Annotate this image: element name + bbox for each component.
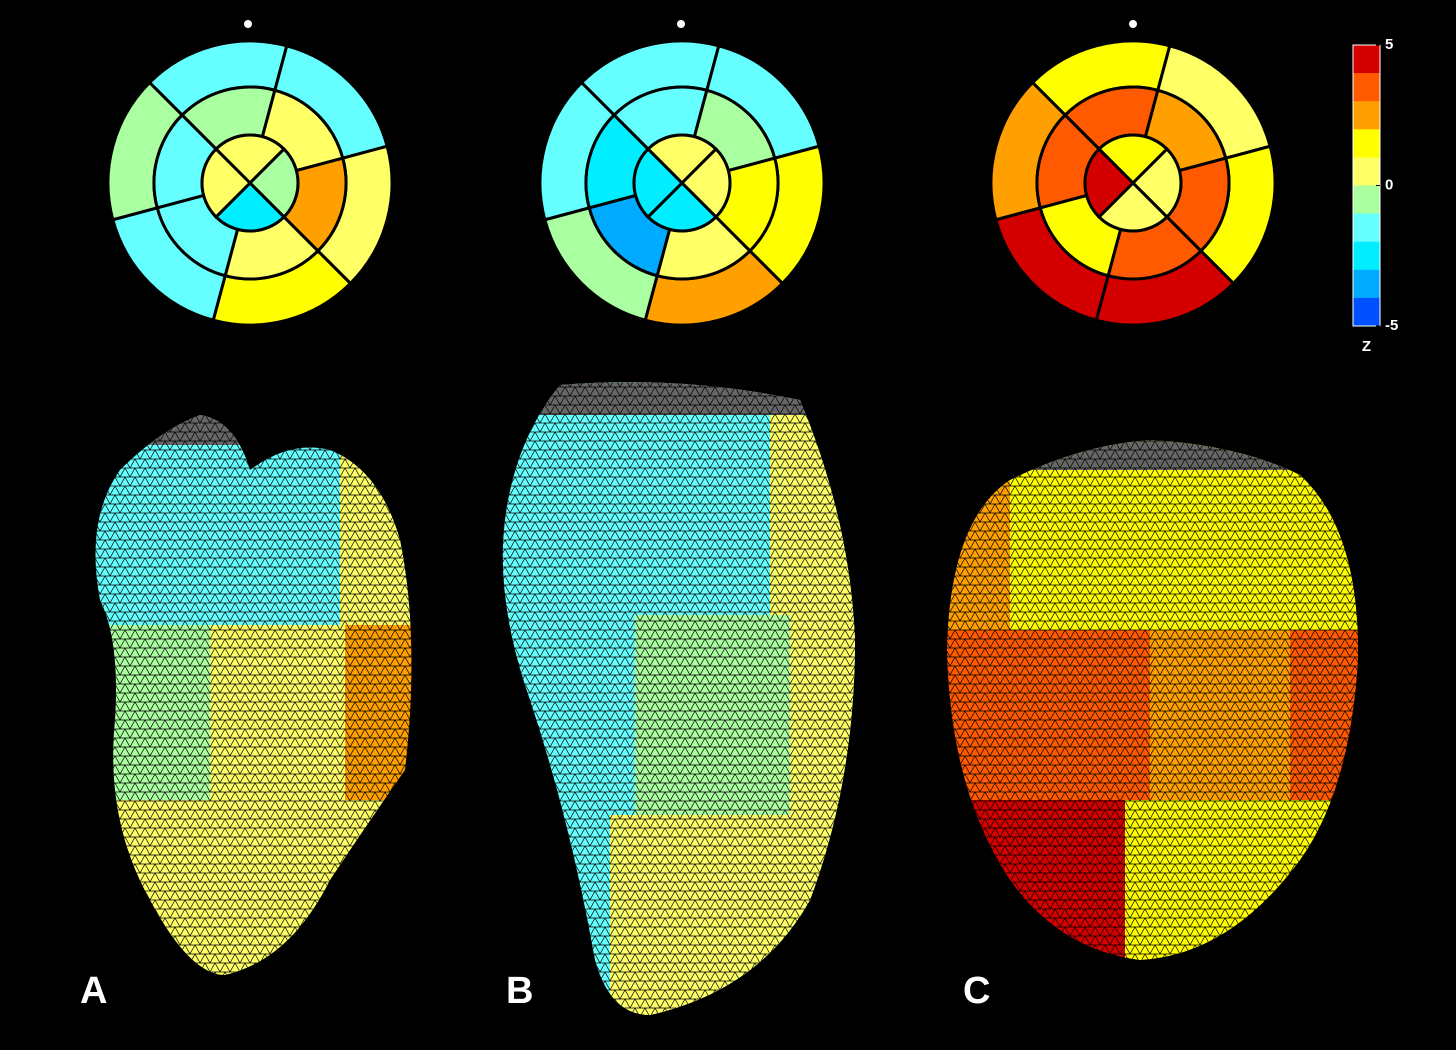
segment — [200, 146, 253, 220]
colorbar-bin — [1353, 241, 1380, 271]
colorbar-bin — [1353, 297, 1380, 327]
segment — [1130, 146, 1183, 220]
colorbar-bin — [1353, 157, 1380, 186]
colorbar-bin — [1353, 213, 1380, 243]
colorbar-bin — [1353, 269, 1380, 299]
segment — [1096, 180, 1170, 233]
segment — [679, 146, 732, 220]
segment — [213, 180, 287, 233]
segment — [1096, 133, 1170, 186]
colorbar-bin — [1353, 185, 1380, 215]
colorbar-label: Z — [1362, 338, 1371, 355]
segment — [213, 133, 287, 186]
colorbar-bin — [1353, 45, 1380, 74]
segment — [1083, 146, 1136, 220]
panel-label: A — [80, 970, 107, 1012]
colorbar-tick-label: 0 — [1385, 176, 1393, 193]
segment — [645, 180, 719, 233]
heart-c — [947, 440, 1359, 960]
segment — [247, 146, 300, 220]
colorbar-bin — [1353, 129, 1380, 158]
marker-dot — [1129, 20, 1137, 28]
colorbar-tick-label: -5 — [1385, 317, 1398, 334]
segment — [632, 146, 685, 220]
colorbar-bin — [1353, 101, 1380, 130]
heart-b — [502, 382, 855, 1016]
marker-dot — [244, 20, 252, 28]
marker-dot — [677, 20, 685, 28]
segment — [645, 133, 719, 186]
panel-label: B — [506, 970, 533, 1012]
heart-a — [95, 415, 412, 975]
panel-label: C — [963, 970, 990, 1012]
colorbar-bin — [1353, 73, 1380, 102]
colorbar-tick-label: 5 — [1385, 36, 1393, 53]
